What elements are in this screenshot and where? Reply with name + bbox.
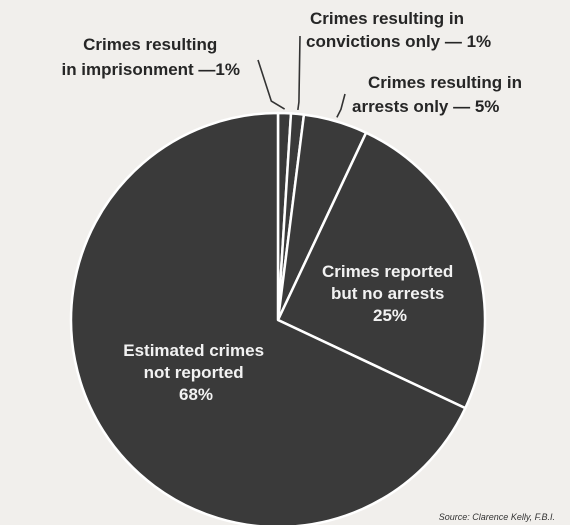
label-convictions-line1: Crimes resulting in <box>310 9 464 28</box>
label-reported-line3: 25% <box>373 306 407 325</box>
leader-lines <box>257 35 346 118</box>
label-arrests: Crimes resulting in arrests only — 5% <box>352 73 527 116</box>
leader-line-1 <box>257 59 286 110</box>
label-reported-line1: Crimes reported <box>322 262 453 281</box>
label-not-reported: Estimated crimes not reported 68% <box>123 341 269 404</box>
label-not-reported-line1: Estimated crimes <box>123 341 264 360</box>
pie-slices <box>69 111 487 525</box>
source-note: Source: Clarence Kelly, F.B.I. <box>439 512 555 522</box>
label-imprisonment-line2: in imprisonment —1% <box>61 60 240 79</box>
leader-line-3 <box>336 93 346 118</box>
label-arrests-line1: Crimes resulting in <box>368 73 522 92</box>
label-convictions-line2: convictions only — 1% <box>306 32 491 51</box>
label-imprisonment-line1: Crimes resulting <box>83 35 217 54</box>
label-reported-line2: but no arrests <box>331 284 444 303</box>
label-reported-no-arrests: Crimes reported but no arrests 25% <box>322 262 458 325</box>
label-convictions: Crimes resulting in convictions only — 1… <box>306 9 491 51</box>
pie-slice-5 <box>69 111 467 525</box>
label-arrests-line2: arrests only — 5% <box>352 97 499 116</box>
label-imprisonment: Crimes resulting in imprisonment —1% <box>61 35 240 79</box>
pie-slice-4 <box>276 131 487 410</box>
label-not-reported-line2: not reported <box>144 363 244 382</box>
label-not-reported-line3: 68% <box>179 385 213 404</box>
leader-line-2 <box>297 35 301 111</box>
